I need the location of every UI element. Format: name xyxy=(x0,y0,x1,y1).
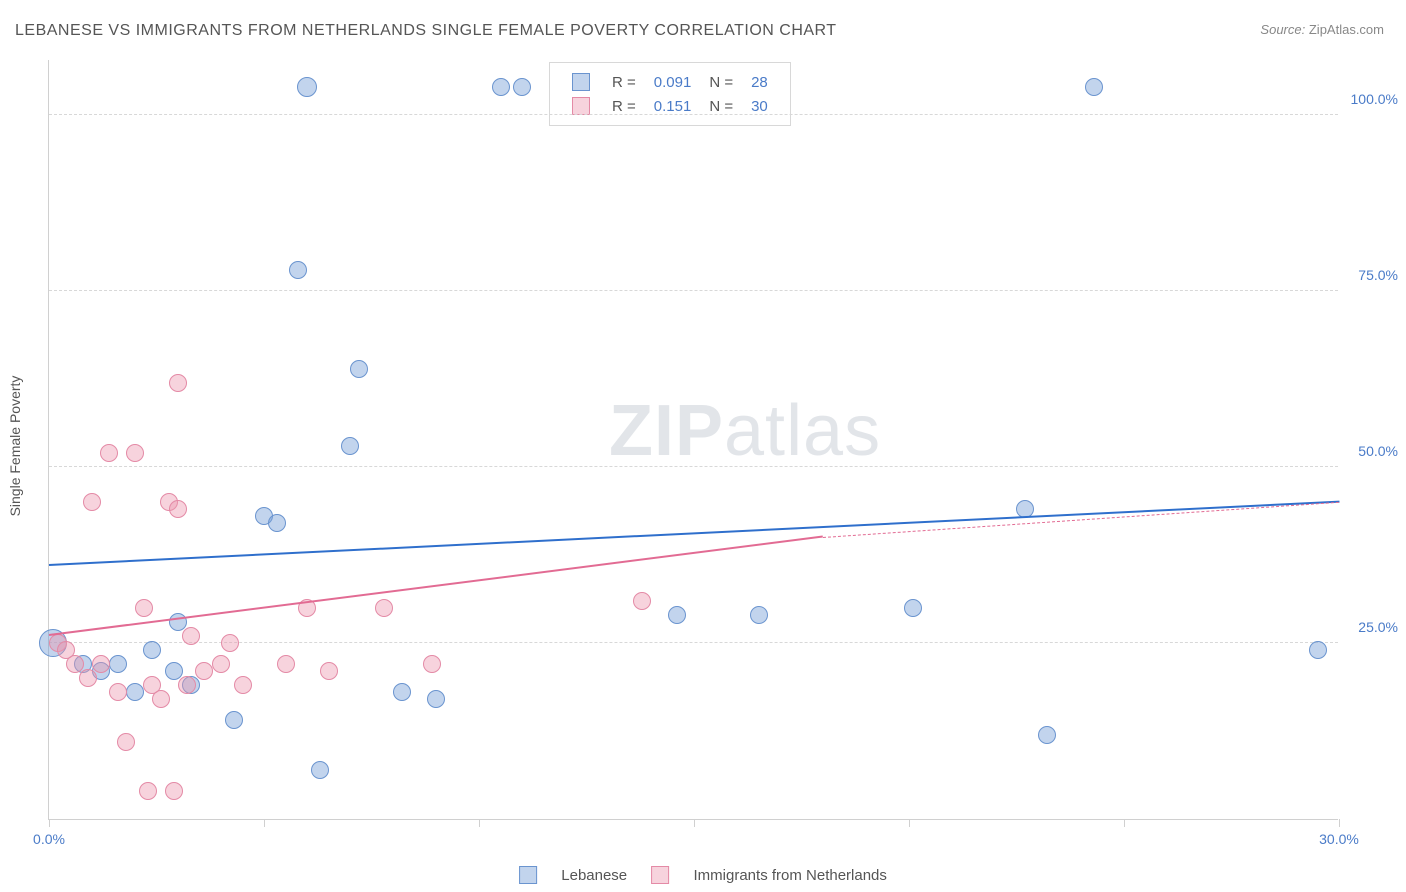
scatter-point xyxy=(169,500,187,518)
swatch-series-2-bottom xyxy=(651,866,669,884)
x-tick xyxy=(479,819,480,827)
legend-row-series-1: R = 0.091 N = 28 xyxy=(564,71,776,93)
scatter-point xyxy=(139,782,157,800)
scatter-point xyxy=(268,514,286,532)
scatter-point xyxy=(668,606,686,624)
scatter-point xyxy=(126,683,144,701)
chart-title: LEBANESE VS IMMIGRANTS FROM NETHERLANDS … xyxy=(15,22,837,40)
watermark: ZIPatlas xyxy=(609,390,881,472)
scatter-point xyxy=(1038,726,1056,744)
gridline xyxy=(49,642,1338,643)
gridline xyxy=(49,466,1338,467)
source-name: ZipAtlas.com xyxy=(1309,22,1384,37)
scatter-point xyxy=(633,592,651,610)
gridline xyxy=(49,290,1338,291)
scatter-point xyxy=(109,683,127,701)
y-tick-label: 25.0% xyxy=(1358,619,1398,635)
scatter-point xyxy=(904,599,922,617)
scatter-point xyxy=(393,683,411,701)
x-tick xyxy=(909,819,910,827)
scatter-point xyxy=(320,662,338,680)
scatter-point xyxy=(234,676,252,694)
series-legend: Lebanese Immigrants from Netherlands xyxy=(509,866,897,884)
trend-line xyxy=(49,536,823,637)
source-attribution: Source: ZipAtlas.com xyxy=(1260,22,1384,37)
scatter-point xyxy=(277,655,295,673)
swatch-series-2 xyxy=(572,97,590,115)
scatter-point xyxy=(492,78,510,96)
x-tick xyxy=(264,819,265,827)
trend-line-extrapolation xyxy=(823,501,1339,537)
scatter-point xyxy=(212,655,230,673)
y-tick-label: 75.0% xyxy=(1358,267,1398,283)
swatch-series-1 xyxy=(572,73,590,91)
y-tick-label: 100.0% xyxy=(1351,91,1398,107)
correlation-legend: R = 0.091 N = 28 R = 0.151 N = 30 xyxy=(549,62,791,126)
legend-label-series-2: Immigrants from Netherlands xyxy=(694,867,887,884)
scatter-point xyxy=(100,444,118,462)
scatter-point xyxy=(178,676,196,694)
source-label: Source: xyxy=(1260,22,1305,37)
scatter-point xyxy=(221,634,239,652)
scatter-point xyxy=(341,437,359,455)
scatter-point xyxy=(423,655,441,673)
legend-label-series-1: Lebanese xyxy=(561,867,627,884)
scatter-point xyxy=(350,360,368,378)
scatter-point xyxy=(297,77,317,97)
scatter-chart: ZIPatlas R = 0.091 N = 28 R = 0.151 N = … xyxy=(48,60,1338,820)
x-tick xyxy=(1124,819,1125,827)
scatter-point xyxy=(126,444,144,462)
scatter-point xyxy=(182,627,200,645)
x-tick-label: 30.0% xyxy=(1319,831,1359,847)
scatter-point xyxy=(195,662,213,680)
scatter-point xyxy=(1085,78,1103,96)
scatter-point xyxy=(152,690,170,708)
scatter-point xyxy=(311,761,329,779)
scatter-point xyxy=(1309,641,1327,659)
scatter-point xyxy=(117,733,135,751)
scatter-point xyxy=(143,641,161,659)
y-tick-label: 50.0% xyxy=(1358,443,1398,459)
scatter-point xyxy=(375,599,393,617)
trend-line xyxy=(49,500,1339,565)
x-tick xyxy=(694,819,695,827)
scatter-point xyxy=(427,690,445,708)
gridline xyxy=(49,114,1338,115)
x-tick xyxy=(1339,819,1340,827)
scatter-point xyxy=(109,655,127,673)
scatter-point xyxy=(79,669,97,687)
x-tick xyxy=(49,819,50,827)
scatter-point xyxy=(750,606,768,624)
scatter-point xyxy=(225,711,243,729)
scatter-point xyxy=(92,655,110,673)
scatter-point xyxy=(165,782,183,800)
x-tick-label: 0.0% xyxy=(33,831,65,847)
scatter-point xyxy=(135,599,153,617)
scatter-point xyxy=(83,493,101,511)
y-axis-label: Single Female Poverty xyxy=(7,376,23,517)
swatch-series-1-bottom xyxy=(519,866,537,884)
scatter-point xyxy=(169,374,187,392)
scatter-point xyxy=(289,261,307,279)
scatter-point xyxy=(513,78,531,96)
